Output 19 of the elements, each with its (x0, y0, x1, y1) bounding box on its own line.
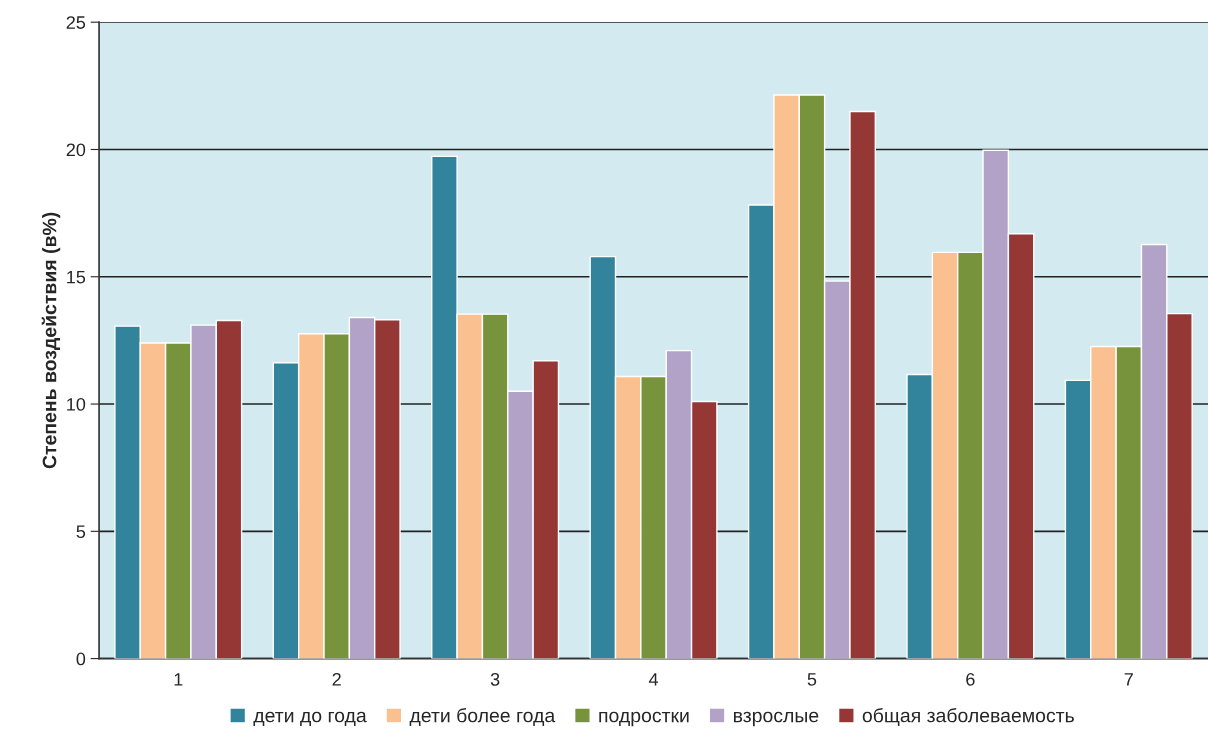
y-tick-label: 10 (67, 397, 86, 411)
y-tick-label: 0 (76, 652, 86, 666)
x-tick-label: 1 (174, 673, 183, 686)
legend-label: общая заболеваемость (862, 707, 1074, 727)
legend-label: дети до года (253, 711, 367, 727)
legend-label: взрослые (733, 711, 819, 727)
x-tick-label: 3 (490, 672, 500, 686)
x-tick-label: 4 (648, 673, 659, 686)
y-tick-label: 20 (66, 143, 86, 157)
y-tick-label: 25 (66, 16, 86, 29)
y-axis-title: Степень воздействия (в%) (41, 212, 61, 469)
x-tick-label: 6 (966, 672, 975, 686)
x-tick-label: 5 (807, 673, 817, 686)
legend-label: дети более года (409, 707, 556, 727)
y-tick-label: 5 (76, 525, 86, 539)
x-tick-label: 7 (1124, 673, 1133, 686)
x-tick-label: 2 (332, 672, 341, 686)
legend-label: подростки (599, 711, 689, 727)
y-tick-label: 15 (67, 270, 86, 284)
